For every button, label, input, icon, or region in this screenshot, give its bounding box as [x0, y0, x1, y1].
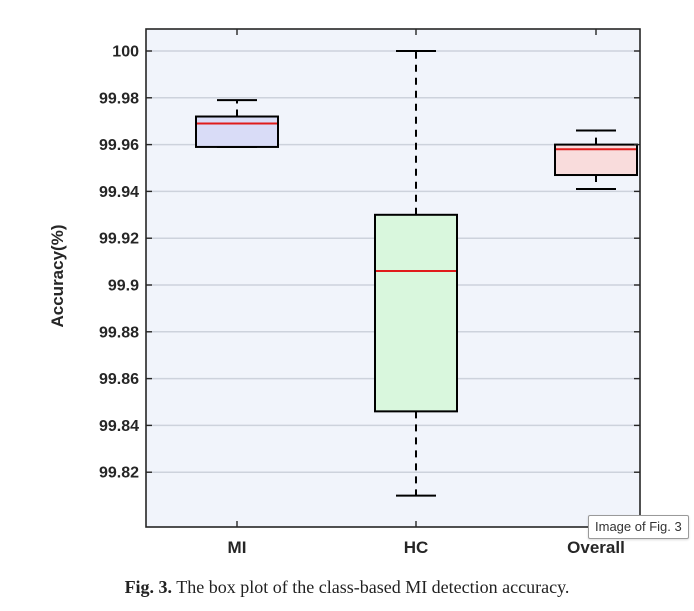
x-tick-label: Overall: [567, 538, 625, 557]
y-axis: 99.82 99.84 99.86 99.88 99.9 99.92 99.94 99.96 9…: [99, 44, 640, 482]
caption-text: The box plot of the class-based MI detec…: [176, 577, 570, 597]
box-series: [195, 50, 638, 497]
y-tick-label: 99.88: [99, 324, 139, 341]
x-axis: MI HC Overall: [228, 29, 625, 557]
x-tick-label: MI: [228, 538, 247, 557]
y-tick-label: 99.84: [99, 418, 139, 435]
y-tick-label: 99.92: [99, 231, 139, 248]
y-tick-label: 99.98: [99, 90, 139, 107]
box-overall: [554, 129, 638, 191]
y-tick-label: 99.82: [99, 465, 139, 482]
y-tick-label: 100: [112, 44, 139, 61]
figure-caption: Fig. 3. The box plot of the class-based …: [0, 577, 694, 598]
image-of-fig-badge[interactable]: Image of Fig. 3: [588, 515, 689, 539]
y-tick-label: 99.96: [99, 137, 139, 154]
x-tick-label: HC: [404, 538, 429, 557]
box-iqr: [195, 115, 279, 148]
box-hc: [374, 50, 458, 497]
caption-label: Fig. 3.: [124, 577, 173, 597]
plot-frame: [145, 28, 641, 528]
box-iqr: [374, 213, 458, 413]
box-mi: [195, 99, 279, 148]
y-tick-label: 99.94: [99, 184, 139, 201]
y-tick-label: 99.9: [108, 278, 139, 295]
y-tick-label: 99.86: [99, 371, 139, 388]
y-axis-title: Accuracy(%): [48, 225, 67, 328]
